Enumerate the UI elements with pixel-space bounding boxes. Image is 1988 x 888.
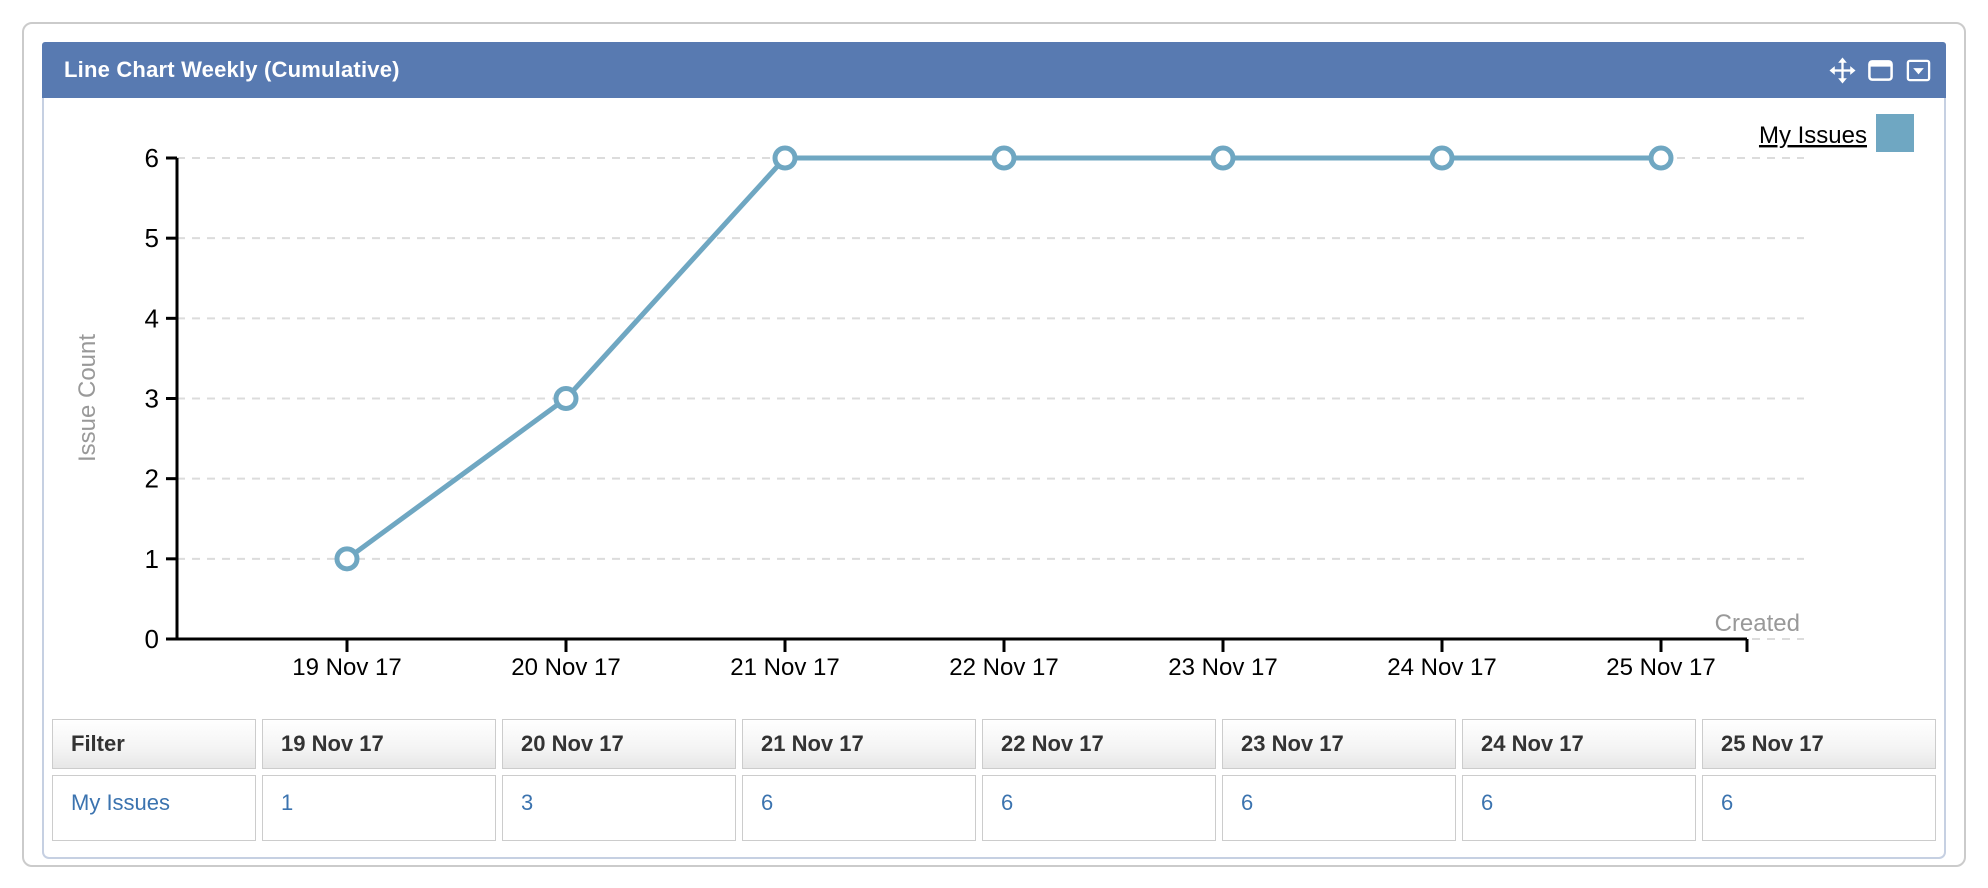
data-point-marker — [1429, 145, 1455, 171]
chart-data-table: Filter 19 Nov 17 20 Nov 17 21 Nov 17 22 … — [46, 713, 1942, 847]
y-axis-title: Issue Count — [74, 334, 101, 462]
column-header-date: 20 Nov 17 — [502, 719, 736, 769]
value-cell: 6 — [742, 775, 976, 841]
maximize-icon[interactable] — [1867, 57, 1894, 84]
column-header-date: 22 Nov 17 — [982, 719, 1216, 769]
column-header-date: 24 Nov 17 — [1462, 719, 1696, 769]
value-cell: 3 — [502, 775, 736, 841]
value-cell: 6 — [1222, 775, 1456, 841]
data-point-marker — [991, 145, 1017, 171]
value-link[interactable]: 1 — [281, 790, 294, 815]
x-axis-tick-label: 25 Nov 17 — [1606, 654, 1715, 681]
legend-label[interactable]: My Issues — [1759, 122, 1867, 149]
gadget-body: 0 1 2 3 4 5 6 19 Nov 17 20 Nov 17 21 Nov 17 22 Nov… — [42, 98, 1946, 859]
x-axis-tick-label: 19 Nov 17 — [292, 654, 401, 681]
data-point-marker — [1648, 145, 1674, 171]
value-cell: 6 — [1462, 775, 1696, 841]
x-axis-tick-label: 21 Nov 17 — [730, 654, 839, 681]
column-header-date: 25 Nov 17 — [1702, 719, 1936, 769]
x-axis-tick-label: 22 Nov 17 — [949, 654, 1058, 681]
column-header-date: 23 Nov 17 — [1222, 719, 1456, 769]
gadget-header-controls — [1829, 56, 1932, 84]
y-axis-tick-label: 6 — [145, 143, 159, 173]
column-header-filter: Filter — [52, 719, 256, 769]
table-header-row: Filter 19 Nov 17 20 Nov 17 21 Nov 17 22 … — [52, 719, 1936, 769]
value-cell: 1 — [262, 775, 496, 841]
filter-cell: My Issues — [52, 775, 256, 841]
move-icon[interactable] — [1829, 56, 1856, 84]
x-axis-tick-label: 20 Nov 17 — [511, 654, 620, 681]
value-cell: 6 — [1702, 775, 1936, 841]
x-axis-tick-label: 24 Nov 17 — [1387, 654, 1496, 681]
y-axis-tick-label: 0 — [145, 624, 159, 654]
y-axis-tick-label: 2 — [145, 464, 159, 494]
x-axis-title: Created — [1715, 610, 1800, 637]
y-axis-tick-label: 1 — [145, 544, 159, 574]
cumulative-line-chart: 0 1 2 3 4 5 6 19 Nov 17 20 Nov 17 21 Nov 17 22 Nov… — [74, 114, 1914, 681]
data-point-marker — [334, 546, 360, 572]
data-point-marker — [772, 145, 798, 171]
dashboard-panel: Line Chart Weekly (Cumulative) — [22, 22, 1966, 867]
line-chart-gadget: Line Chart Weekly (Cumulative) — [42, 42, 1946, 859]
y-axis-tick-label: 3 — [145, 384, 159, 414]
dropdown-icon[interactable] — [1905, 57, 1932, 84]
value-cell: 6 — [982, 775, 1216, 841]
table-row: My Issues 1 3 6 6 6 6 6 — [52, 775, 1936, 841]
gadget-title: Line Chart Weekly (Cumulative) — [64, 57, 400, 82]
value-link[interactable]: 6 — [1481, 790, 1494, 815]
x-axis-tick-label: 23 Nov 17 — [1168, 654, 1277, 681]
column-header-date: 21 Nov 17 — [742, 719, 976, 769]
filter-link[interactable]: My Issues — [71, 790, 171, 815]
series-line — [345, 155, 1661, 561]
value-link[interactable]: 6 — [1721, 790, 1734, 815]
data-point-marker — [553, 386, 579, 411]
gadget-header: Line Chart Weekly (Cumulative) — [42, 42, 1946, 98]
y-axis-tick-label: 4 — [145, 303, 159, 333]
y-axis-tick-label: 5 — [145, 223, 159, 253]
column-header-date: 19 Nov 17 — [262, 719, 496, 769]
value-link[interactable]: 6 — [761, 790, 774, 815]
value-link[interactable]: 6 — [1241, 790, 1254, 815]
data-point-marker — [1210, 145, 1236, 171]
legend-swatch — [1876, 114, 1914, 152]
value-link[interactable]: 3 — [521, 790, 534, 815]
value-link[interactable]: 6 — [1001, 790, 1014, 815]
